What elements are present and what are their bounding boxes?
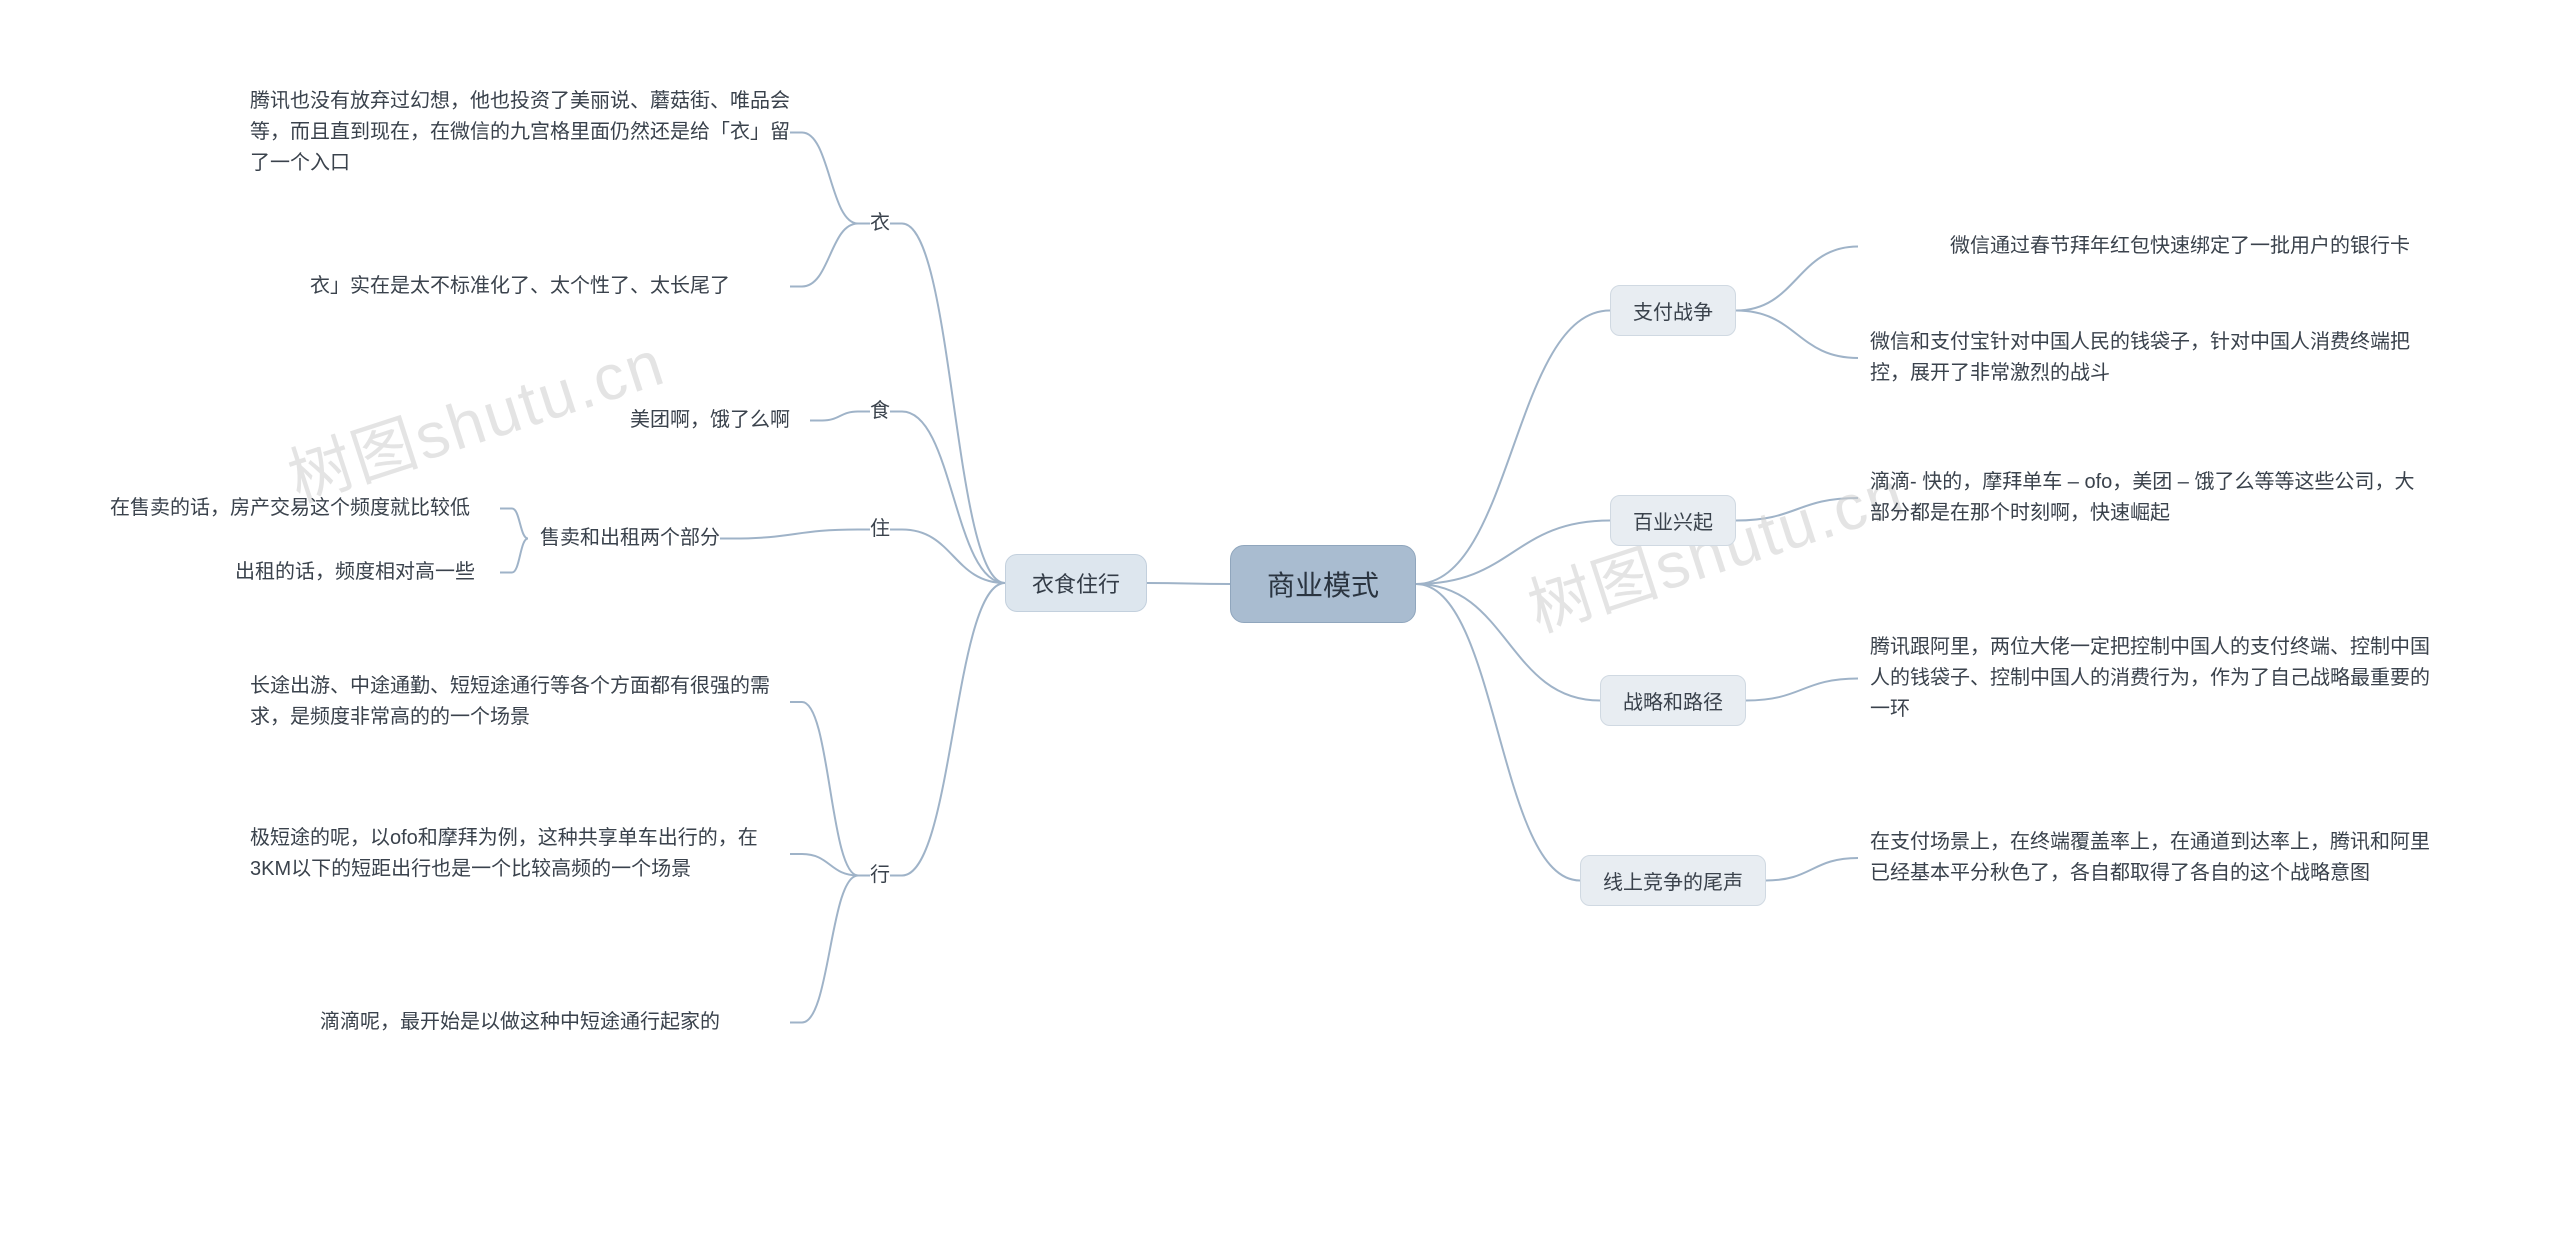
leaf-clothing-2: 衣」实在是太不标准化了、太个性了、太长尾了 xyxy=(250,271,790,302)
node-payment-war[interactable]: 支付战争 xyxy=(1610,285,1736,336)
leaf-living-sub: 售卖和出租两个部分 xyxy=(540,523,720,554)
leaf-strategy-1: 腾讯跟阿里，两位大佬一定把控制中国人的支付终端、控制中国人的钱袋子、控制中国人的… xyxy=(1870,632,2430,725)
node-living[interactable]: 住 xyxy=(870,514,890,545)
leaf-living-2: 出租的话，频度相对高一些 xyxy=(210,557,500,588)
leaf-food-1: 美团啊，饿了么啊 xyxy=(610,405,810,436)
node-online-competition-end[interactable]: 线上竞争的尾声 xyxy=(1580,855,1766,906)
leaf-online-end-1: 在支付场景上，在终端覆盖率上，在通道到达率上，腾讯和阿里已经基本平分秋色了，各自… xyxy=(1870,827,2430,889)
node-strategy-path[interactable]: 战略和路径 xyxy=(1600,675,1746,726)
leaf-living-1: 在售卖的话，房产交易这个频度就比较低 xyxy=(80,493,500,524)
node-food[interactable]: 食 xyxy=(870,396,890,427)
node-travel[interactable]: 行 xyxy=(870,860,890,891)
node-clothing[interactable]: 衣 xyxy=(870,208,890,239)
leaf-travel-1: 长途出游、中途通勤、短短途通行等各个方面都有很强的需求，是频度非常高的的一个场景 xyxy=(250,671,790,733)
node-clothing-food-living-travel[interactable]: 衣食住行 xyxy=(1005,554,1147,612)
leaf-clothing-1: 腾讯也没有放弃过幻想，他也投资了美丽说、蘑菇街、唯品会等，而且直到现在，在微信的… xyxy=(250,86,790,179)
leaf-pay-war-2: 微信和支付宝针对中国人民的钱袋子，针对中国人消费终端把控，展开了非常激烈的战斗 xyxy=(1870,327,2430,389)
node-industry-rise[interactable]: 百业兴起 xyxy=(1610,495,1736,546)
leaf-industry-1: 滴滴- 快的，摩拜单车 – ofo，美团 – 饿了么等等这些公司，大部分都是在那… xyxy=(1870,467,2430,529)
leaf-pay-war-1: 微信通过春节拜年红包快速绑定了一批用户的银行卡 xyxy=(1870,231,2490,262)
leaf-travel-3: 滴滴呢，最开始是以做这种中短途通行起家的 xyxy=(250,1007,790,1038)
leaf-travel-2: 极短途的呢，以ofo和摩拜为例，这种共享单车出行的，在3KM以下的短距出行也是一… xyxy=(250,823,790,885)
watermark-2: 树图shutu.cn xyxy=(1515,442,1914,650)
root-node[interactable]: 商业模式 xyxy=(1230,545,1416,623)
